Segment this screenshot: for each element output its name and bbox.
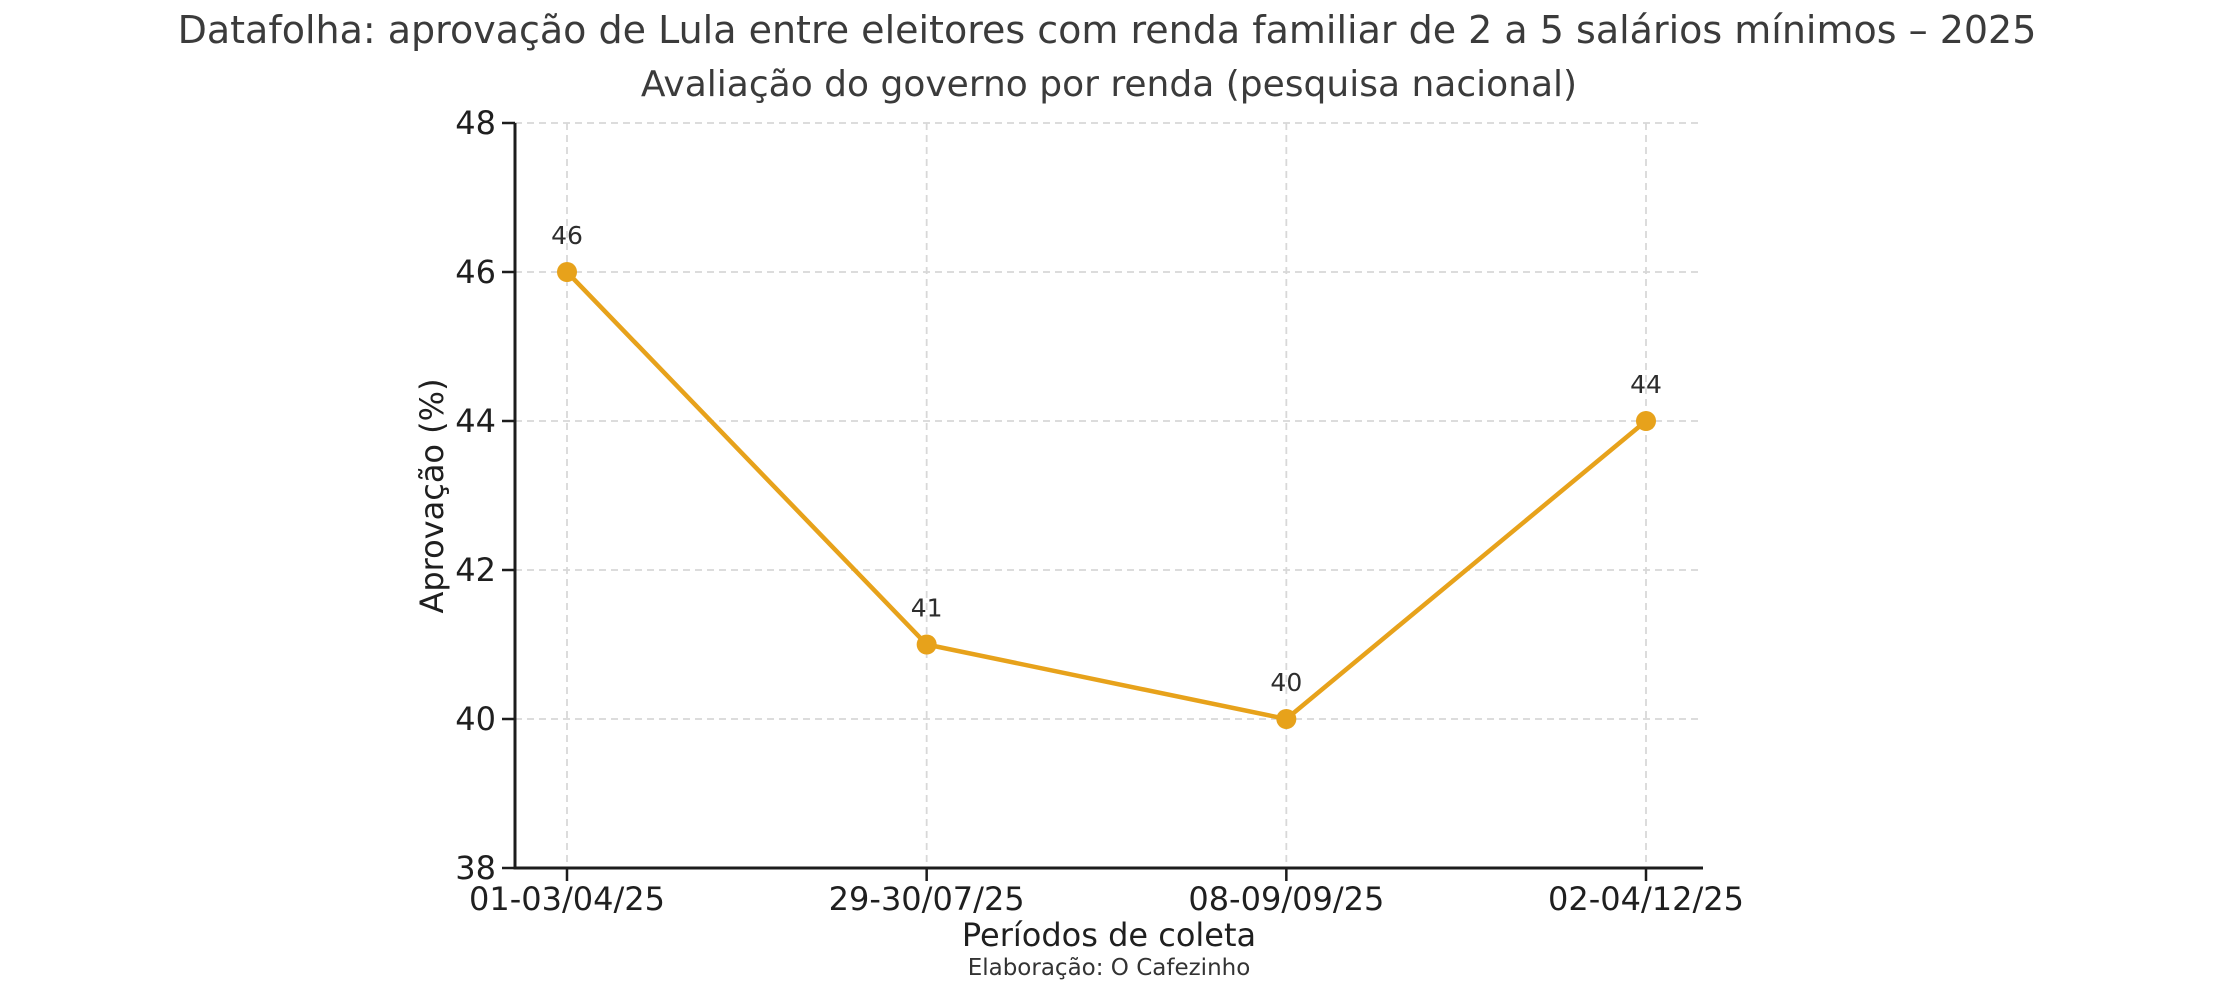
data-point-label: 44 bbox=[1630, 370, 1662, 399]
data-point-marker bbox=[1276, 709, 1297, 729]
data-point-label: 40 bbox=[1270, 668, 1302, 697]
attribution-note: Elaboração: O Cafezinho bbox=[967, 955, 1251, 981]
x-tick-label: 01-03/04/25 bbox=[469, 880, 665, 918]
chart-subtitle: Avaliação do governo por renda (pesquisa… bbox=[640, 64, 1578, 105]
y-tick-label: 38 bbox=[455, 849, 496, 887]
data-line bbox=[564, 269, 1649, 722]
x-axis-label: Períodos de coleta bbox=[961, 916, 1257, 954]
data-point-marker bbox=[1636, 411, 1656, 431]
x-tick-label: 29-30/07/25 bbox=[829, 880, 1025, 918]
chart-title: Datafolha: aprovação de Lula entre eleit… bbox=[177, 8, 2037, 52]
data-point-marker bbox=[916, 634, 937, 655]
x-tick-label: 02-04/12/25 bbox=[1548, 880, 1744, 918]
y-tick-label: 44 bbox=[455, 402, 496, 440]
y-tick-label: 42 bbox=[455, 551, 496, 589]
x-tick-label: 08-09/09/25 bbox=[1188, 880, 1384, 918]
data-point-marker bbox=[557, 262, 577, 282]
y-tick-label: 46 bbox=[455, 253, 496, 291]
y-tick-label: 40 bbox=[455, 700, 496, 738]
y-axis-label: Aprovação (%) bbox=[413, 378, 451, 614]
data-point-label: 46 bbox=[551, 221, 583, 250]
y-tick-label: 48 bbox=[455, 104, 496, 142]
data-point-label: 41 bbox=[911, 594, 943, 623]
